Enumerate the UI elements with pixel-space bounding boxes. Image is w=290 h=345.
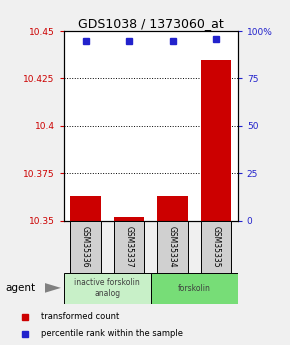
Text: GSM35336: GSM35336 (81, 226, 90, 267)
Bar (70, 221, 101, 273)
Bar (70, 196, 101, 221)
Text: forskolin: forskolin (178, 284, 211, 293)
Bar (64, 273, 151, 304)
Bar (157, 221, 188, 273)
Polygon shape (45, 283, 61, 293)
Bar (151, 273, 238, 304)
Text: inactive forskolin
analog: inactive forskolin analog (75, 278, 140, 298)
Text: GSM35334: GSM35334 (168, 226, 177, 267)
Title: GDS1038 / 1373060_at: GDS1038 / 1373060_at (78, 17, 224, 30)
Bar (114, 221, 144, 273)
Bar (201, 221, 231, 273)
Bar (114, 217, 144, 221)
Text: agent: agent (6, 283, 36, 293)
Bar (201, 59, 231, 221)
Text: GSM35337: GSM35337 (124, 226, 134, 267)
Text: transformed count: transformed count (41, 312, 119, 321)
Text: percentile rank within the sample: percentile rank within the sample (41, 329, 183, 338)
Bar (157, 196, 188, 221)
Text: GSM35335: GSM35335 (211, 226, 221, 267)
